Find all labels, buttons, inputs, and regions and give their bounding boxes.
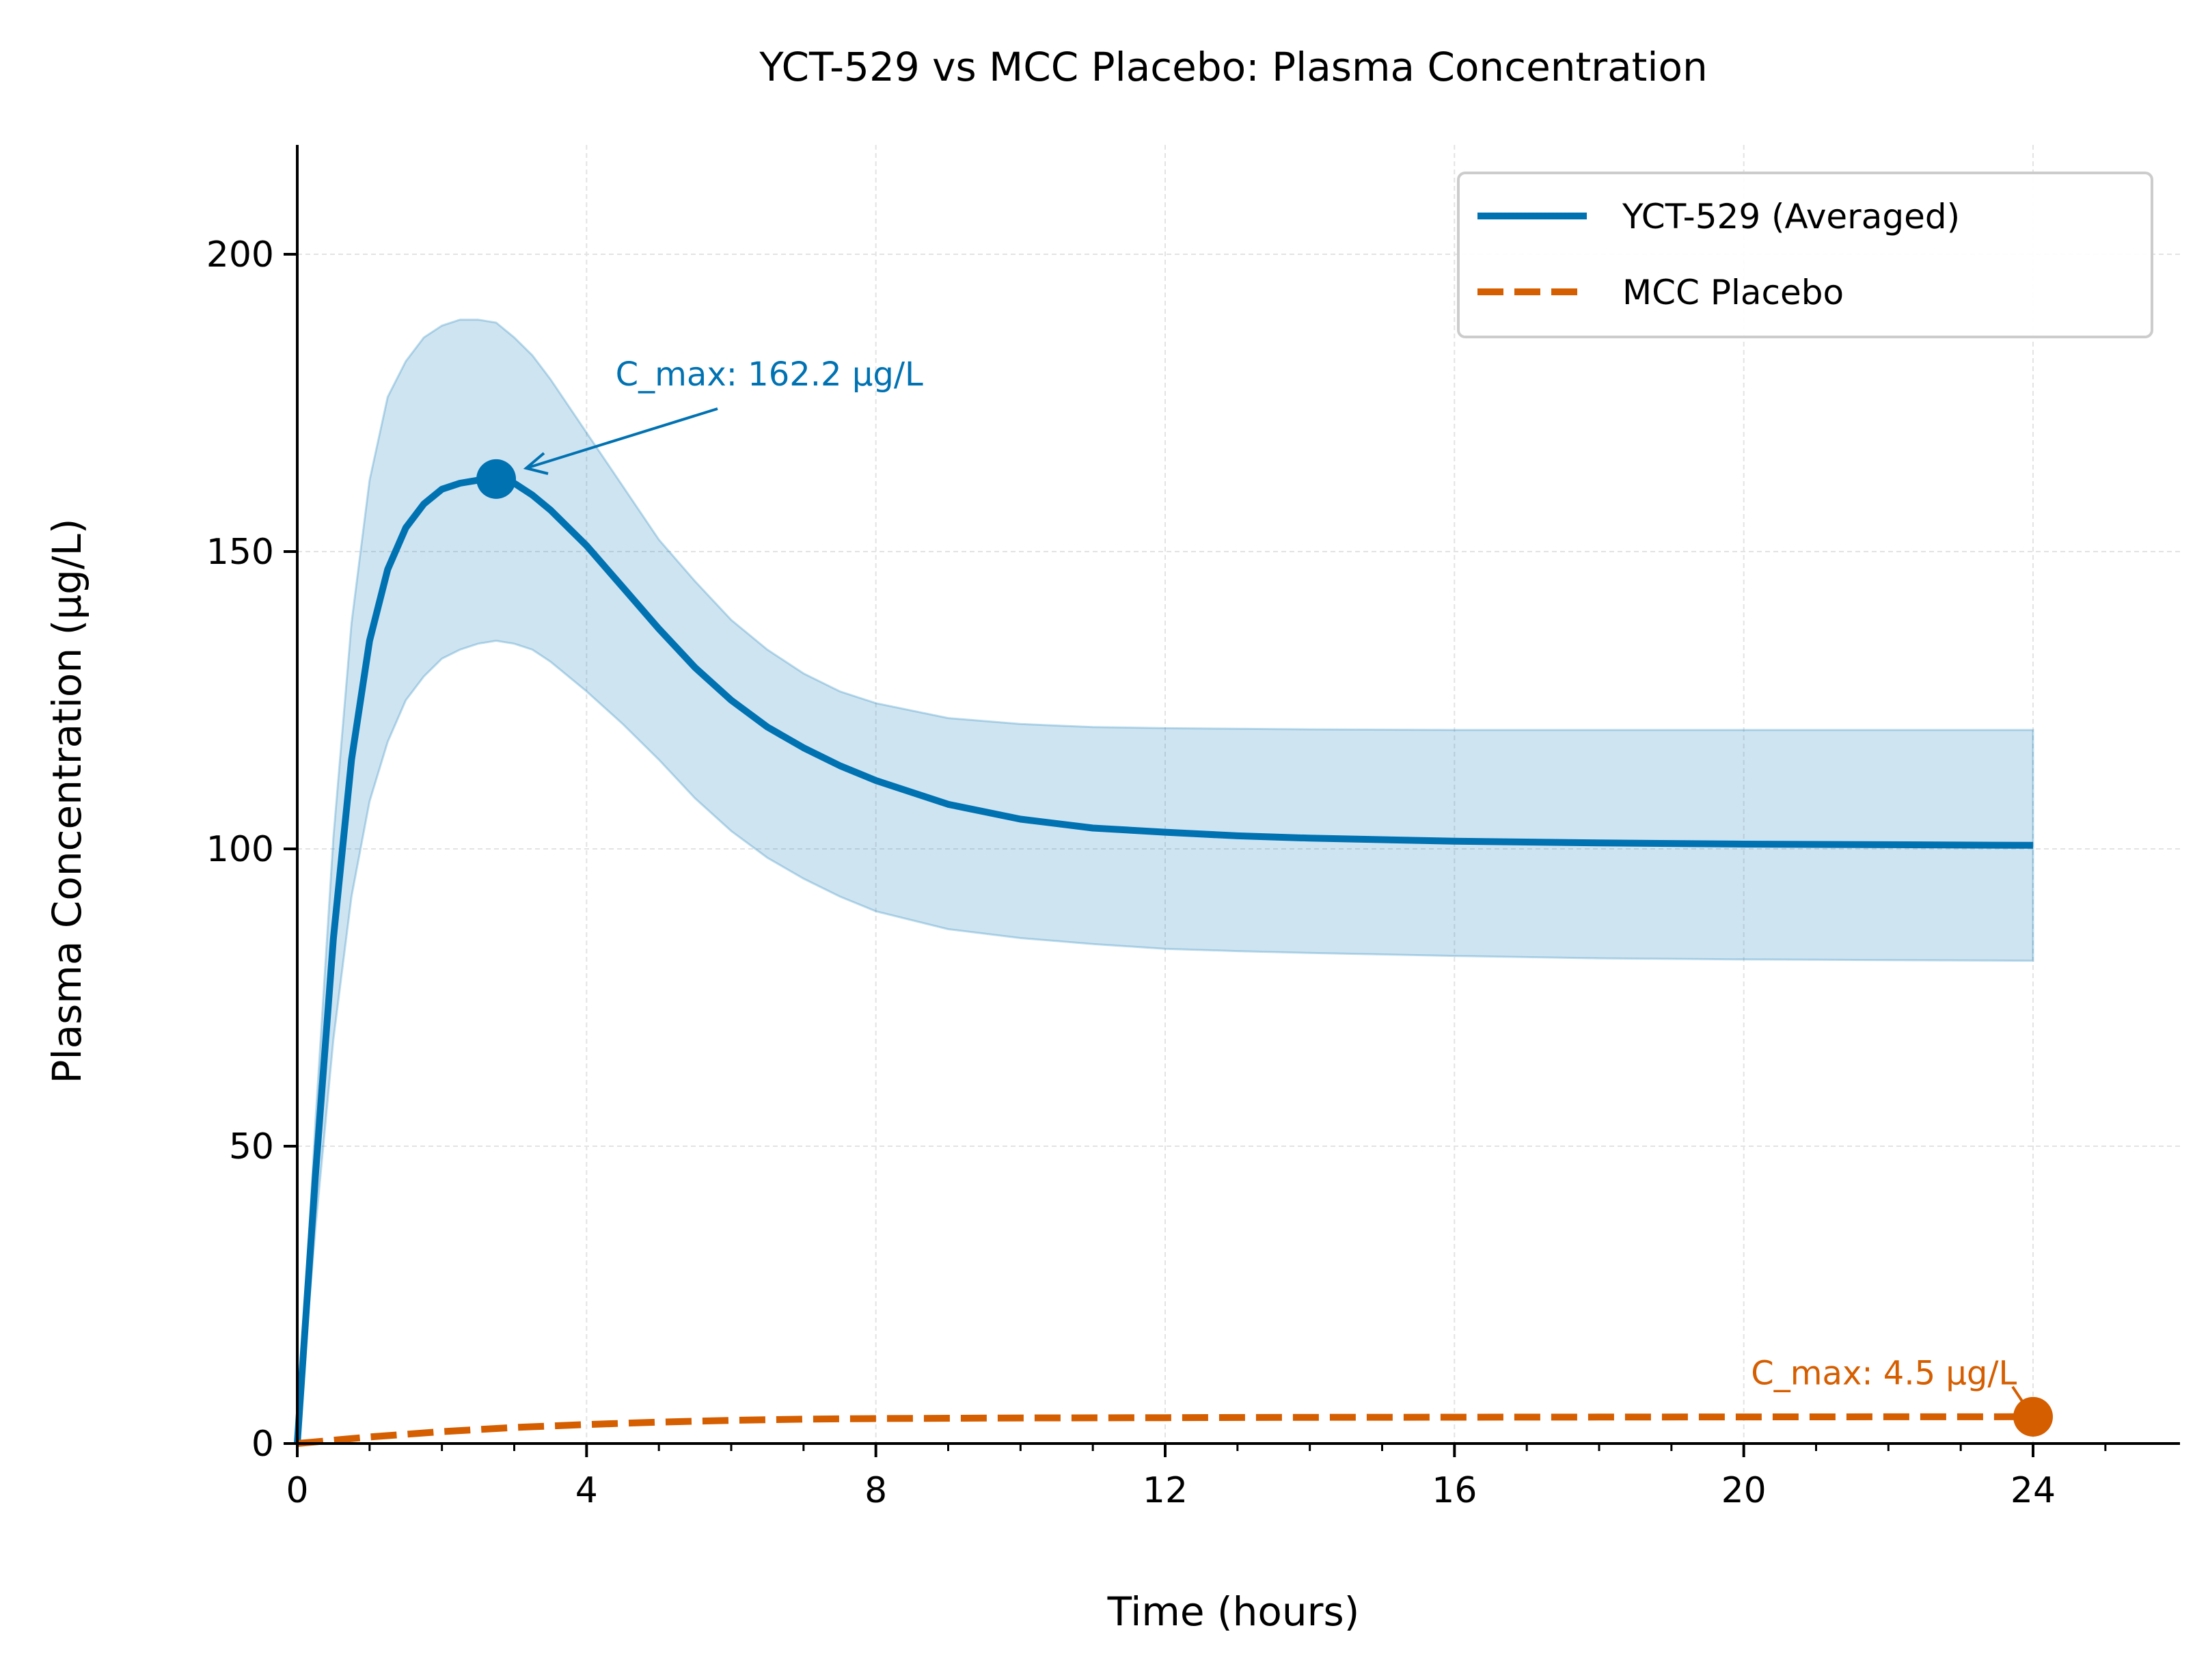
y-tick-label: 0 — [251, 1424, 274, 1465]
series-lines — [294, 475, 2034, 1447]
cmax-marker — [2013, 1396, 2053, 1437]
legend-label: YCT-529 (Averaged) — [1622, 197, 1960, 236]
x-tick-label: 24 — [2011, 1470, 2056, 1511]
y-tick-label: 100 — [206, 829, 274, 870]
y-tick-label: 50 — [229, 1126, 274, 1167]
cmax-marker — [476, 459, 517, 499]
series-line-mcc-placebo — [297, 1413, 2034, 1447]
chart-title: YCT-529 vs MCC Placebo: Plasma Concentra… — [759, 44, 1708, 90]
x-tick-label: 20 — [1721, 1470, 1767, 1511]
annotation-arrow — [526, 407, 718, 470]
y-tick-label: 200 — [206, 234, 274, 275]
annotations — [476, 407, 2053, 1437]
annotation-label: C_max: 4.5 µg/L — [1751, 1355, 2017, 1393]
x-tick-label: 16 — [1432, 1470, 1477, 1511]
annotation-label: C_max: 162.2 µg/L — [616, 355, 923, 394]
x-tick-label: 8 — [864, 1470, 887, 1511]
x-tick-label: 0 — [286, 1470, 308, 1511]
y-tick-label: 150 — [206, 532, 274, 573]
annotation-arrow — [2011, 1385, 2025, 1404]
x-tick-label: 4 — [575, 1470, 598, 1511]
legend-box — [1457, 172, 2153, 338]
axes: 0 4 8 12 16 20 24 0 50 100 150 200 C_max: 162.2 µg/L… — [206, 145, 2180, 1511]
x-tick-label: 12 — [1143, 1470, 1188, 1511]
series-line-yct529 — [294, 475, 2034, 1444]
x-axis-label: Time (hours) — [1107, 1588, 1360, 1635]
annotation-arrowhead — [523, 452, 549, 475]
legend: YCT-529 (Averaged) MCC Placebo — [1457, 172, 2153, 338]
y-axis-label: Plasma Concentration (µg/L) — [44, 519, 90, 1084]
legend-label: MCC Placebo — [1622, 273, 1844, 312]
